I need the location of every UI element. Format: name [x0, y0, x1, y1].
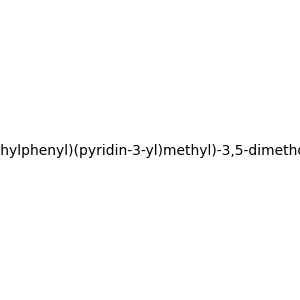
Text: N-((3,4-dimethylphenyl)(pyridin-3-yl)methyl)-3,5-dimethoxybenzamide: N-((3,4-dimethylphenyl)(pyridin-3-yl)met…	[0, 145, 300, 158]
